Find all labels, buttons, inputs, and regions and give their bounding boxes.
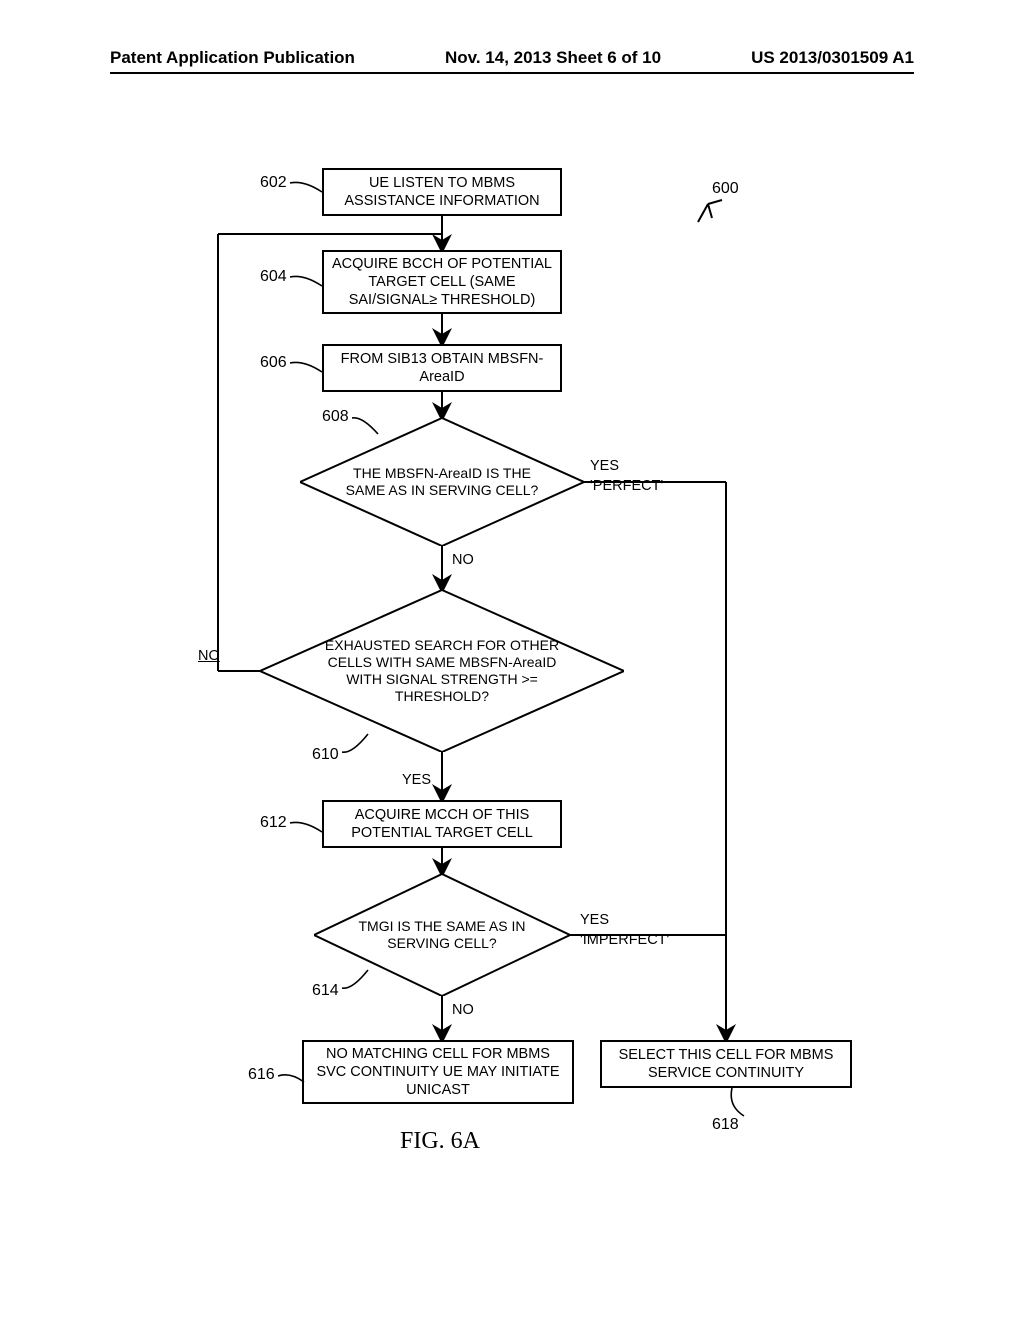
node-604-text: ACQUIRE BCCH OF POTENTIAL TARGET CELL (S… xyxy=(330,255,554,309)
figure-label: FIG. 6A xyxy=(400,1128,480,1155)
node-604: ACQUIRE BCCH OF POTENTIAL TARGET CELL (S… xyxy=(322,250,562,314)
ref-618: 618 xyxy=(712,1116,739,1134)
label-614-yes-note: 'IMPERFECT' xyxy=(580,932,669,948)
node-612: ACQUIRE MCCH OF THIS POTENTIAL TARGET CE… xyxy=(322,800,562,848)
node-612-text: ACQUIRE MCCH OF THIS POTENTIAL TARGET CE… xyxy=(330,806,554,842)
node-610: EXHAUSTED SEARCH FOR OTHER CELLS WITH SA… xyxy=(260,590,624,752)
label-608-no: NO xyxy=(452,552,474,568)
header-right: US 2013/0301509 A1 xyxy=(751,48,914,68)
label-608-yes-note: 'PERFECT' xyxy=(590,478,663,494)
ref-616: 616 xyxy=(248,1066,275,1084)
node-614-text: TMGI IS THE SAME AS IN SERVING CELL? xyxy=(350,918,534,952)
node-618: SELECT THIS CELL FOR MBMS SERVICE CONTIN… xyxy=(600,1040,852,1088)
node-606-text: FROM SIB13 OBTAIN MBSFN-AreaID xyxy=(330,350,554,386)
header-left: Patent Application Publication xyxy=(110,48,355,68)
ref-612: 612 xyxy=(260,814,287,832)
node-602: UE LISTEN TO MBMS ASSISTANCE INFORMATION xyxy=(322,168,562,216)
ref-606: 606 xyxy=(260,354,287,372)
node-602-text: UE LISTEN TO MBMS ASSISTANCE INFORMATION xyxy=(330,174,554,210)
label-610-no: NO xyxy=(198,648,220,664)
label-614-yes: YES xyxy=(580,912,609,928)
label-610-yes: YES xyxy=(402,772,431,788)
node-618-text: SELECT THIS CELL FOR MBMS SERVICE CONTIN… xyxy=(608,1046,844,1082)
ref-600: 600 xyxy=(712,180,739,198)
ref-614: 614 xyxy=(312,982,339,1000)
label-614-no: NO xyxy=(452,1002,474,1018)
page-header: Patent Application Publication Nov. 14, … xyxy=(0,48,1024,74)
node-608-text: THE MBSFN-AreaID IS THE SAME AS IN SERVI… xyxy=(340,465,545,499)
flowchart-canvas: UE LISTEN TO MBMS ASSISTANCE INFORMATION… xyxy=(0,120,1024,1280)
header-center: Nov. 14, 2013 Sheet 6 of 10 xyxy=(445,48,661,68)
label-608-yes: YES xyxy=(590,458,619,474)
node-608: THE MBSFN-AreaID IS THE SAME AS IN SERVI… xyxy=(300,418,584,546)
node-606: FROM SIB13 OBTAIN MBSFN-AreaID xyxy=(322,344,562,392)
node-616: NO MATCHING CELL FOR MBMS SVC CONTINUITY… xyxy=(302,1040,574,1104)
node-610-text: EXHAUSTED SEARCH FOR OTHER CELLS WITH SA… xyxy=(311,637,573,705)
node-614: TMGI IS THE SAME AS IN SERVING CELL? xyxy=(314,874,570,996)
ref-608: 608 xyxy=(322,408,349,426)
ref-610: 610 xyxy=(312,746,339,764)
node-616-text: NO MATCHING CELL FOR MBMS SVC CONTINUITY… xyxy=(310,1045,566,1099)
ref-604: 604 xyxy=(260,268,287,286)
ref-602: 602 xyxy=(260,174,287,192)
